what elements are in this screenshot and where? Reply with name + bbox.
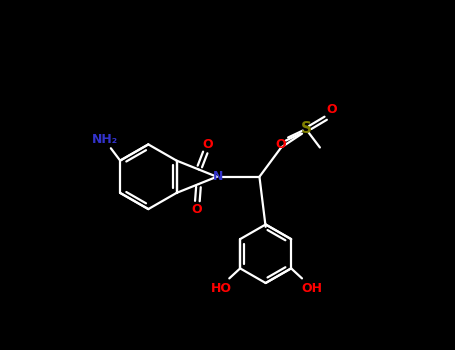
Text: O: O [202,138,213,150]
Text: S: S [300,121,311,136]
Text: N: N [212,170,223,183]
Text: O: O [192,203,202,216]
Text: O: O [275,138,286,151]
Text: OH: OH [302,282,323,295]
Text: HO: HO [211,282,232,295]
Text: NH₂: NH₂ [91,133,118,146]
Text: O: O [326,103,337,116]
